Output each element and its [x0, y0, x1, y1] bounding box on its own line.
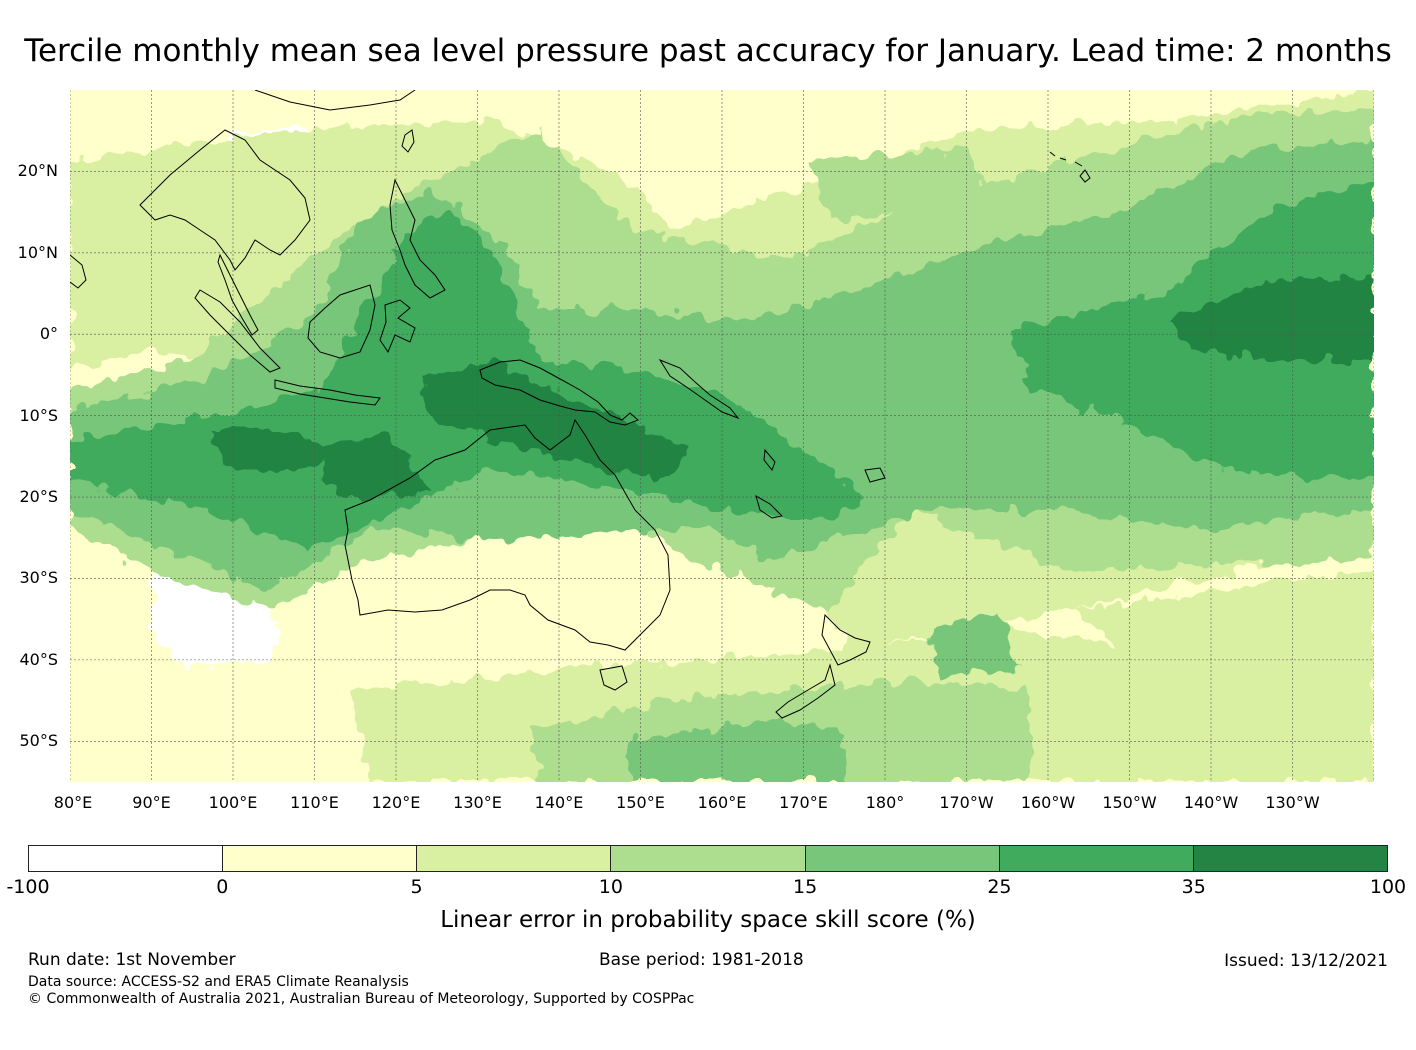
- run-date: Run date: 1st November: [28, 950, 236, 970]
- copyright: © Commonwealth of Australia 2021, Austra…: [28, 991, 695, 1007]
- lon-label: 90°E: [132, 793, 171, 812]
- colorbar-segment-5: [999, 846, 1194, 871]
- skill-region-15: [210, 430, 330, 470]
- colorbar-segment-1: [223, 846, 418, 871]
- lat-label: 40°S: [19, 649, 58, 669]
- south-china-coast: [254, 90, 416, 111]
- new-zealand-north: [821, 613, 871, 666]
- colorbar-tick: 10: [598, 876, 623, 898]
- colorbar-tick: 100: [1369, 876, 1407, 898]
- colorbar-segment-6: [1193, 846, 1387, 871]
- lon-label: 130°E: [453, 793, 502, 812]
- coastlines: [70, 90, 1091, 719]
- hawaii: [1049, 151, 1091, 183]
- lat-label: 30°S: [19, 568, 58, 588]
- colorbar-tick: 15: [793, 876, 818, 898]
- lon-label: 170°E: [779, 793, 828, 812]
- lon-label: 160°W: [1020, 793, 1076, 812]
- tasmania-coast: [599, 665, 628, 691]
- lon-label: 140°W: [1183, 793, 1239, 812]
- taiwan-coast: [401, 129, 415, 153]
- colorbar-segment-0: [29, 846, 224, 871]
- skill-region-12: [930, 610, 1020, 675]
- lon-label: 110°E: [290, 793, 339, 812]
- java-coast: [274, 379, 381, 406]
- colorbar-segment-2: [417, 846, 612, 871]
- lon-label: 120°E: [371, 793, 421, 812]
- malay-peninsula: [217, 253, 259, 336]
- colorbar-tick: -100: [6, 876, 50, 898]
- colorbar-title: Linear error in probability space skill …: [440, 907, 976, 933]
- lat-label: 20°S: [19, 487, 58, 507]
- philippines-coast: [389, 178, 446, 299]
- map-title: Tercile monthly mean sea level pressure …: [24, 33, 1392, 69]
- colorbar-segment-4: [805, 846, 1000, 871]
- colorbar-tick: 0: [216, 876, 229, 898]
- skill-region-6: [1070, 570, 1374, 670]
- colorbar-tick: 35: [1181, 876, 1206, 898]
- colorbar-tick: 25: [987, 876, 1012, 898]
- lon-label: 150°W: [1102, 793, 1157, 812]
- borneo-coast: [307, 284, 376, 359]
- lat-label: 50°S: [19, 731, 58, 751]
- india-tip: [70, 254, 87, 289]
- base-period: Base period: 1981-2018: [599, 950, 804, 970]
- skill-region-9: [810, 150, 990, 220]
- lat-label: 10°N: [17, 242, 58, 262]
- issued-date: Issued: 13/12/2021: [1224, 951, 1388, 971]
- lon-label: 130°W: [1265, 793, 1320, 812]
- lat-label: 20°N: [17, 161, 58, 181]
- lon-label: 140°E: [534, 793, 584, 812]
- new-guinea-coast: [479, 359, 639, 426]
- skill-score-map: [70, 90, 1374, 782]
- graticule: [70, 90, 1374, 782]
- lon-label: 160°E: [697, 793, 747, 812]
- data-source: Data source: ACCESS-S2 and ERA5 Climate …: [28, 974, 409, 990]
- sulawesi-coast: [379, 299, 416, 354]
- lon-label: 180°: [865, 793, 905, 812]
- lon-label: 170°W: [939, 793, 994, 812]
- vanuatu-fiji: [763, 448, 886, 483]
- colorbar-tick: 5: [410, 876, 423, 898]
- colorbar: [28, 845, 1388, 872]
- skill-region-17: [420, 360, 690, 480]
- australia-coast: [344, 418, 671, 651]
- lon-label: 150°E: [616, 793, 665, 812]
- indochina-coast: [139, 129, 311, 271]
- sumatra-coast: [194, 289, 281, 373]
- lon-label: 100°E: [208, 793, 258, 812]
- lon-label: 80°E: [53, 793, 93, 812]
- lat-label: 10°S: [19, 405, 58, 425]
- lat-label: 0°: [39, 324, 58, 344]
- skill-region-11: [630, 720, 850, 782]
- skill-region-18: [1170, 275, 1374, 360]
- new-caledonia: [755, 494, 784, 519]
- colorbar-segment-3: [611, 846, 806, 871]
- solomon-islands: [658, 358, 740, 420]
- new-zealand-south: [775, 663, 836, 719]
